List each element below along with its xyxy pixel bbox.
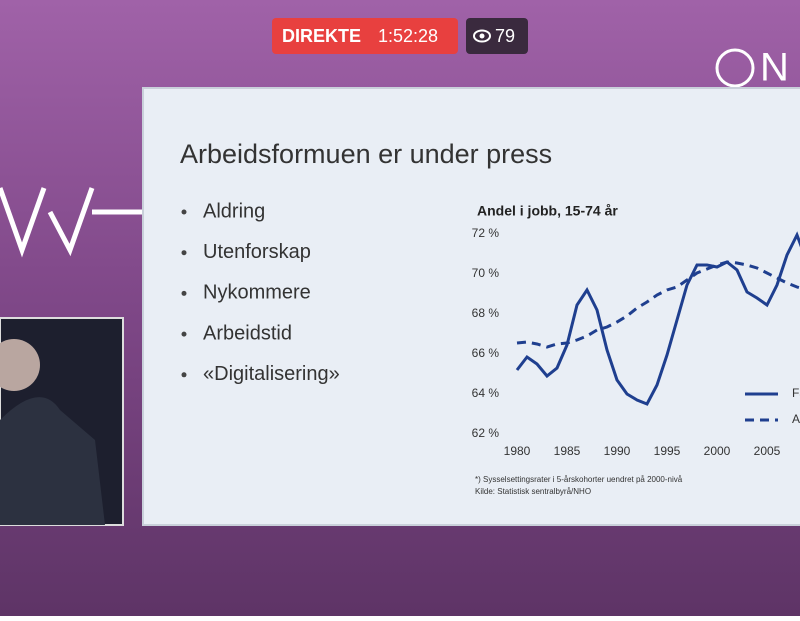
bullet-text: Nykommere — [203, 282, 311, 304]
stage-logo — [0, 187, 145, 258]
series-line — [516, 260, 800, 349]
speaker-body — [0, 397, 105, 525]
logo-mark — [715, 48, 755, 88]
bullet-text: Aldring — [203, 200, 265, 222]
bullet-dot — [181, 331, 187, 337]
live-label: DIREKTE — [282, 26, 361, 46]
legend-label: A — [792, 412, 800, 426]
bullet-text: «Digitalisering» — [203, 363, 340, 385]
legend-label: Fa — [792, 386, 800, 400]
eye-pupil — [479, 33, 485, 39]
chart-title: Andel i jobb, 15-74 år — [477, 203, 618, 219]
stream-time: 1:52:28 — [378, 26, 438, 46]
y-tick-label: 70 % — [472, 266, 500, 280]
viewer-count: 79 — [495, 26, 515, 46]
viewer-badge — [466, 18, 528, 54]
bullet-list: Aldring Utenforskap Nykommere Arbeidstid «Di… — [181, 200, 340, 385]
bullet-dot — [181, 250, 187, 256]
speaker-head — [0, 339, 40, 391]
bullet-dot — [181, 209, 187, 215]
y-tick-label: 72 % — [472, 226, 500, 240]
chart: 62 % 64 % 66 % 68 % 70 % 72 % 1980 1985 1990 1995… — [472, 226, 800, 458]
x-tick-label: 1990 — [604, 444, 631, 458]
logo-text: N — [760, 46, 789, 90]
x-tick-label: 2000 — [704, 444, 731, 458]
x-tick-label: 1995 — [654, 444, 681, 458]
bullet-text: Arbeidstid — [203, 322, 292, 344]
chart-source: Kilde: Statistisk sentralbyrå/NHO — [475, 487, 591, 496]
bullet-text: Utenforskap — [203, 241, 311, 263]
y-tick-label: 62 % — [472, 426, 500, 440]
bullet-dot — [181, 372, 187, 378]
y-tick-label: 64 % — [472, 386, 500, 400]
bullet-dot — [181, 290, 187, 296]
x-tick-label: 1980 — [504, 444, 531, 458]
slide-title: Arbeidsformuen er under press — [180, 139, 552, 169]
x-tick-label: 1985 — [554, 444, 581, 458]
live-badge — [272, 18, 458, 54]
slide — [142, 87, 800, 526]
chart-footnote: *) Sysselsettingsrater i 5-årskohorter u… — [475, 475, 683, 484]
x-tick-label: 2005 — [754, 444, 781, 458]
series-line — [515, 231, 800, 406]
eye-icon — [473, 29, 491, 43]
y-tick-label: 68 % — [472, 306, 500, 320]
y-tick-label: 66 % — [472, 346, 500, 360]
